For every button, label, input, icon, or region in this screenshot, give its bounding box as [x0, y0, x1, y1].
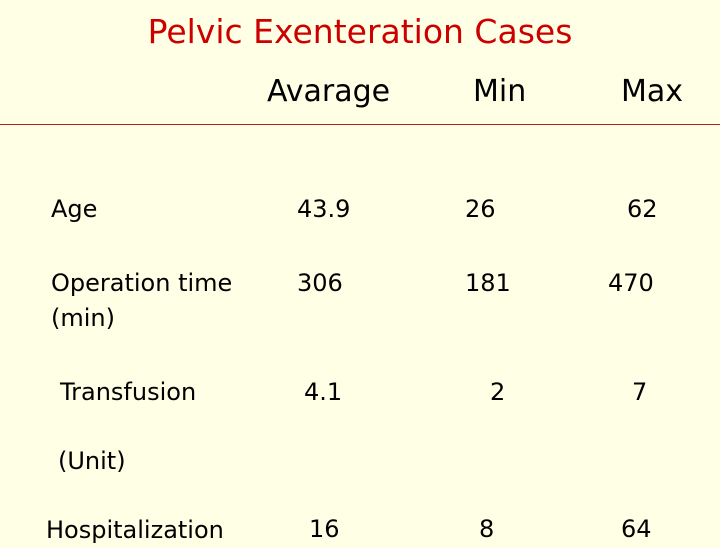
hospitalization-min: 8 — [479, 515, 495, 543]
transfusion-max: 7 — [632, 378, 648, 406]
age-average: 43.9 — [297, 195, 351, 223]
row-label-operation-time-unit: (min) — [51, 304, 115, 332]
row-label-transfusion: Transfusion — [60, 378, 197, 406]
transfusion-min: 2 — [490, 378, 506, 406]
slide-title: Pelvic Exenteration Cases — [147, 12, 573, 51]
row-label-transfusion-unit: (Unit) — [58, 447, 126, 475]
operation-time-min: 181 — [465, 269, 511, 297]
operation-time-max: 470 — [608, 269, 654, 297]
column-header-average: Avarage — [267, 74, 391, 109]
transfusion-average: 4.1 — [304, 378, 343, 406]
header-divider — [0, 124, 720, 125]
row-label-operation-time: Operation time — [51, 269, 233, 297]
column-header-max: Max — [621, 74, 684, 109]
row-label-hospitalization: Hospitalization — [46, 516, 224, 544]
hospitalization-average: 16 — [309, 515, 340, 543]
column-header-min: Min — [473, 74, 527, 109]
age-max: 62 — [627, 195, 658, 223]
operation-time-average: 306 — [297, 269, 343, 297]
row-label-age: Age — [51, 195, 98, 223]
age-min: 26 — [465, 195, 496, 223]
hospitalization-max: 64 — [621, 515, 652, 543]
